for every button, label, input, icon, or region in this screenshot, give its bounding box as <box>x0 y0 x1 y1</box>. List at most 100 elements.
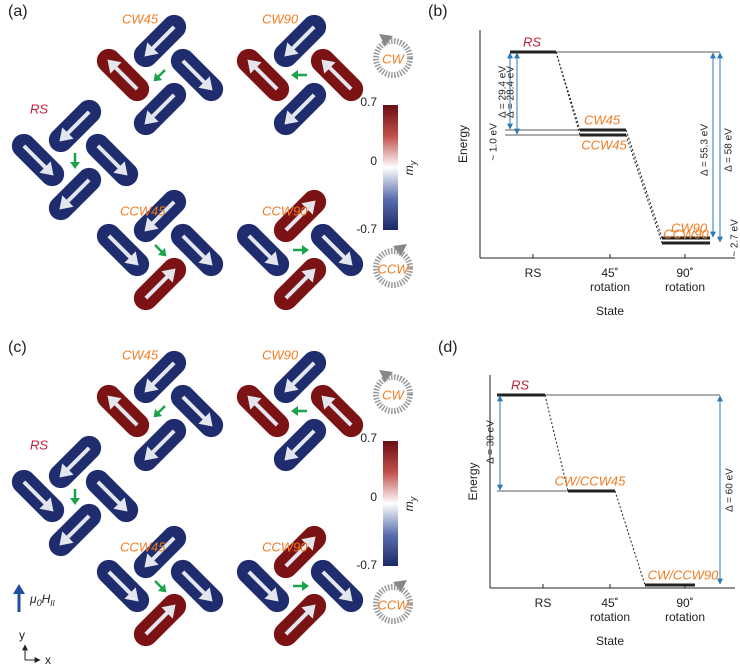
nanoisland <box>170 48 224 102</box>
nanoisland <box>273 189 327 243</box>
transition-line <box>625 134 663 244</box>
island-arrow <box>290 361 316 387</box>
island-arrowhead <box>264 587 279 602</box>
field-sub2: II <box>50 599 55 608</box>
transition-line <box>625 129 663 239</box>
level-label: RS <box>523 34 541 49</box>
island-arrowhead <box>198 76 213 91</box>
x-tick-label: RS <box>525 266 542 280</box>
nanoisland <box>48 99 102 153</box>
x-tick-label: rotation <box>665 610 705 624</box>
level-label: CW/CCW90 <box>648 567 720 582</box>
island-arrowhead <box>144 378 159 393</box>
nanoisland <box>96 559 150 613</box>
nanoisland <box>133 14 187 68</box>
colorbar-subscript: y <box>408 160 418 166</box>
island-arrowhead <box>321 395 336 410</box>
field-arrow-head <box>70 162 80 169</box>
state-label: CCW90 <box>262 539 308 554</box>
island-arrow <box>327 65 353 91</box>
island-arrow <box>22 480 48 506</box>
x-tick-label: RS <box>535 596 552 610</box>
nanoisland <box>133 593 187 647</box>
island-arrowhead <box>144 553 159 568</box>
island-arrow <box>107 570 133 596</box>
island-arrowhead <box>144 446 159 461</box>
island-arrow <box>181 395 207 421</box>
rotation-ring <box>373 374 413 414</box>
state-label: CW90 <box>262 11 299 26</box>
field-arrow-head <box>70 498 80 505</box>
island-arrowhead <box>59 127 74 142</box>
island-arrowhead <box>338 251 353 266</box>
island-arrowhead <box>247 59 262 74</box>
colorbar-subscript: y <box>408 496 418 502</box>
island-arrow <box>96 144 122 170</box>
axis-icon-label: y <box>19 628 25 642</box>
nanoisland <box>273 14 327 68</box>
nanoisland <box>96 384 150 438</box>
island-arrowhead <box>198 587 213 602</box>
field-arrow-line <box>154 244 164 254</box>
island-arrow <box>247 234 273 260</box>
nanoisland <box>236 559 290 613</box>
field-arrow <box>154 244 167 257</box>
nanoisland <box>310 48 364 102</box>
nanoisland <box>133 82 187 136</box>
nanoisland <box>170 559 224 613</box>
island-arrowhead <box>161 268 176 283</box>
gap-label: Δ = 60 eV <box>725 468 736 512</box>
island-arrow <box>284 274 310 300</box>
colorbar-label: 0 <box>370 154 377 168</box>
rotation-ring-inner <box>381 382 405 406</box>
field-arrow-head <box>302 581 309 591</box>
panel-label: (a) <box>8 3 28 20</box>
island-arrowhead <box>39 161 54 176</box>
island-arrow <box>181 570 207 596</box>
island-arrowhead <box>301 200 316 215</box>
state-label: RS <box>30 101 48 116</box>
island-arrow <box>290 93 316 119</box>
island-arrowhead <box>144 110 159 125</box>
nanoisland <box>133 418 187 472</box>
nanoisland <box>11 133 65 187</box>
state-label: CW90 <box>262 347 299 362</box>
island-arrowhead <box>301 268 316 283</box>
state-label: CW45 <box>122 11 159 26</box>
rotation-label: CCW <box>377 261 410 276</box>
island-arrow <box>150 429 176 455</box>
island-arrow <box>65 110 91 136</box>
field-label: μ0HII <box>29 592 55 608</box>
island-arrow <box>113 65 139 91</box>
island-arrowhead <box>59 463 74 478</box>
field-arrow-head <box>291 406 298 416</box>
nanoisland <box>310 384 364 438</box>
field-arrow <box>153 69 166 82</box>
island-arrowhead <box>59 195 74 210</box>
field-arrow-line <box>156 405 166 415</box>
island-arrow <box>144 274 170 300</box>
island-arrowhead <box>124 587 139 602</box>
field-vector-head <box>13 584 25 594</box>
island-arrowhead <box>321 59 336 74</box>
level-label: CW45 <box>584 112 621 127</box>
island-arrowhead <box>124 251 139 266</box>
island-arrow <box>253 401 279 427</box>
nanoisland <box>48 167 102 221</box>
gap-label: Δ = 29.4 eV <box>498 66 509 118</box>
panel-label: (c) <box>8 339 27 356</box>
field-symbol: μ <box>29 592 37 606</box>
island-arrow <box>150 200 176 226</box>
panel-label: (d) <box>438 339 458 356</box>
field-arrow-head <box>302 245 309 255</box>
field-arrow-head <box>291 70 298 80</box>
level-label: CW90 <box>671 220 708 235</box>
island-arrowhead <box>284 42 299 57</box>
level-label: RS <box>511 377 529 392</box>
island-arrowhead <box>144 42 159 57</box>
island-arrow <box>284 206 310 232</box>
transition-line <box>555 51 581 136</box>
field-arrow <box>154 580 167 593</box>
field-arrow-head <box>157 583 167 593</box>
x-tick-label: 45˚ <box>601 266 618 280</box>
